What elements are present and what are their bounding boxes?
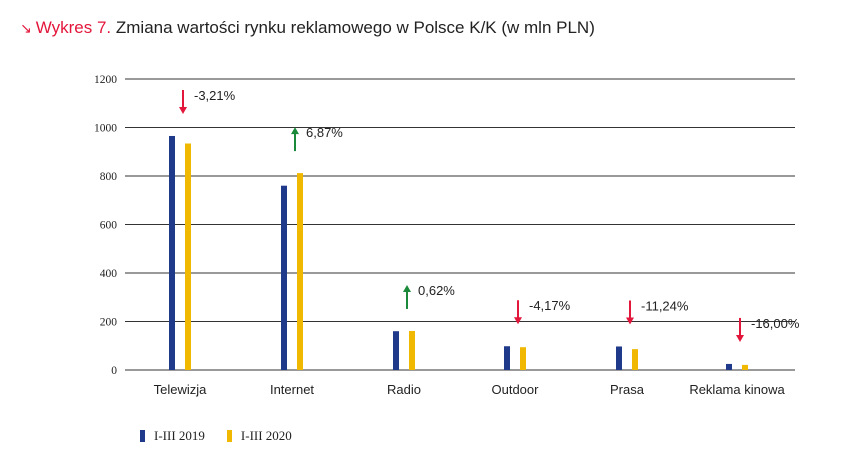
arrow-down-icon-head — [179, 106, 187, 114]
chart-title-text: Zmiana wartości rynku reklamowego w Pols… — [115, 18, 595, 37]
y-tick-label: 1000 — [94, 123, 117, 135]
y-tick-label: 400 — [100, 268, 118, 280]
chart-title: ↘ Wykres 7. Zmiana wartości rynku reklamo… — [20, 18, 595, 38]
arrow-down-icon-head — [736, 334, 744, 342]
y-tick-label: 600 — [100, 220, 118, 232]
arrow-down-icon-head — [626, 317, 634, 325]
bar — [520, 347, 526, 370]
arrow-up-icon-head — [291, 127, 299, 135]
legend: I-III 2019 I-III 2020 — [140, 428, 292, 444]
change-label: 0,62% — [418, 283, 455, 298]
change-label: -3,21% — [194, 88, 236, 103]
bar — [742, 364, 748, 370]
legend-label-2020: I-III 2020 — [240, 428, 292, 443]
arrow-down-icon-head — [514, 317, 522, 325]
change-label: -11,24% — [641, 298, 689, 313]
bar — [185, 143, 191, 370]
legend-item-2019: I-III 2019 — [140, 428, 205, 444]
bar — [281, 185, 287, 370]
legend-swatch-2020 — [226, 430, 232, 442]
change-label: 6,87% — [306, 125, 343, 140]
bar — [726, 363, 732, 370]
y-tick-label: 0 — [111, 365, 117, 377]
x-tick-label: Outdoor — [492, 382, 540, 397]
arrow-down-right-icon: ↘ — [20, 20, 32, 36]
bar — [616, 346, 622, 370]
bar — [169, 135, 175, 370]
bar — [632, 349, 638, 370]
arrow-up-icon-head — [403, 284, 411, 292]
bar — [409, 330, 415, 370]
y-tick-label: 200 — [100, 317, 118, 329]
y-tick-label: 1200 — [94, 74, 117, 86]
bar — [504, 346, 510, 370]
legend-item-2020: I-III 2020 — [226, 428, 292, 444]
bar — [393, 331, 399, 370]
change-label: -4,17% — [529, 298, 571, 313]
chart-title-prefix: Wykres 7. — [35, 18, 112, 37]
legend-label-2019: I-III 2019 — [154, 428, 205, 443]
y-tick-label: 800 — [100, 171, 118, 183]
bar — [297, 173, 303, 370]
x-tick-label: Internet — [270, 382, 314, 397]
x-tick-label: Reklama kinowa — [689, 382, 785, 397]
x-tick-label: Telewizja — [154, 382, 208, 397]
x-tick-label: Radio — [387, 382, 421, 397]
change-label: -16,00% — [751, 316, 800, 331]
x-tick-label: Prasa — [610, 382, 645, 397]
legend-swatch-2019 — [140, 430, 145, 442]
